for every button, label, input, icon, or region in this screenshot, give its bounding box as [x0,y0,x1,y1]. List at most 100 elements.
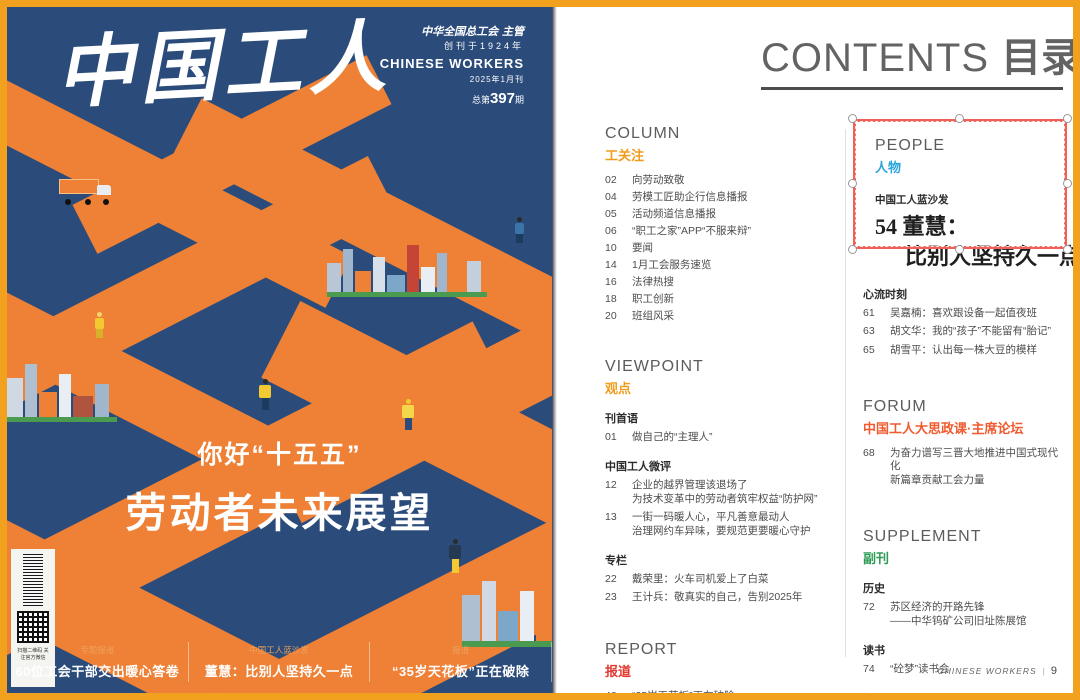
section-viewpoint: VIEWPOINT 观点 刊首语 01 做自己的“主理人” 中国工人微评 12 企业… [605,358,835,605]
contents-underline [761,87,1063,90]
selection-box[interactable] [848,114,1072,254]
section-forum: FORUM 中国工人大思政课·主席论坛 68 为奋力谱写三晋大地推进中国式现代化新… [863,398,1063,489]
section-title-en: COLUMN [605,125,681,142]
toc-entry: 65 胡雪平：认出每一株大豆的模样 [863,343,1037,356]
group-head: 刊首语 [605,413,638,426]
footer-separator: | [1042,666,1045,676]
cover-footer: 专题报道 60位工会干部交出暖心答卷 中国工人蓝沙发 董慧：比别人坚持久一点 报… [7,631,552,693]
worker-figure [95,312,104,338]
cover-teaser-title: “35岁天花板”正在破除 [391,664,530,679]
contents-header: CONTENTS 目录 [761,25,1073,90]
cover-teaser: 专题报道 60位工会干部交出暖心答卷 [7,644,188,680]
toc-entry: 72 苏区经济的开路先锋 ——中华钨矿公司旧址陈展馆 [863,601,1027,628]
section-title-zh: 中国工人大思政课·主席论坛 [863,420,1024,436]
section-title-zh: 副刊 [863,551,890,567]
qr-caption: 扫描二维码 关注官方微信 [17,648,49,661]
section-title-zh: 报道 [605,664,632,680]
cover-teaser: 报道 “35岁天花板”正在破除 [370,644,551,680]
courier-figure [259,379,271,410]
contents-page: CONTENTS 目录 COLUMN 工关注 02 向劳动致敬 04 劳模工匠助企行… [557,7,1073,693]
cover-teaser-tag: 报道 [452,645,470,655]
contents-title: CONTENTS 目录 [761,36,1073,80]
selection-handle[interactable] [1063,245,1072,254]
group-head: 读书 [863,644,885,657]
cover-headline-main: 劳动者未来展望 [125,490,434,536]
section-report: REPORT 报道 48“35岁天花板”正在破除 50辽宁大连：织就数智工会服务… [605,641,835,693]
group-head: 记录 [863,690,1063,694]
magazine-cover: 中国工人 中华全国总工会 主管 创刊于1924年 CHINESE WORKERS… [7,7,552,693]
magazine-spread: 中国工人 中华全国总工会 主管 创刊于1924年 CHINESE WORKERS… [7,7,1073,693]
toc-entry: 23 王计兵：敬真实的自己，告别2025年 [605,591,803,604]
section-people-group: 心流时刻 61 吴嘉楠：喜欢跟设备一起值夜班 63 胡文华：我的“孩子”不能留有“胎… [863,286,1063,358]
toc-entry: 12 企业的越界管理该退场了 为技术变革中的劳动者筑牢权益“防护网” [605,479,818,505]
delivery-truck [59,179,115,205]
english-title: CHINESE WORKERS [379,55,524,71]
teaser-divider [369,642,371,682]
issue-number: 总第397期 [471,89,524,107]
toc-entry: 02 向劳动致敬 [605,174,685,186]
toc-entry: 18 职工创新 [605,293,674,306]
publisher-line: 中华全国总工会 主管 [421,25,524,38]
section-title-zh: 人物 [875,160,902,175]
feature-title-line1: 54 董慧： [875,214,969,239]
group-head: 中国工人微评 [605,461,671,474]
selection-handle[interactable] [1063,114,1072,123]
publisher-info: 中华全国总工会 主管 创刊于1924年 CHINESE WORKERS 2025… [380,23,524,110]
barcode [23,554,43,606]
cover-teaser-tag: 中国工人蓝沙发 [249,645,309,655]
toc-entry: 16 法律热搜 [605,276,674,289]
toc-entry: 48“35岁天花板”正在破除 [605,690,835,693]
section-title-en: SUPPLEMENT [863,528,982,546]
footer-brand: CHINESE WORKERS [937,666,1037,676]
group-head: 专栏 [605,555,627,568]
toc-entry: 74 “砼梦”读书会 [863,662,950,675]
cover-teaser-title: 董慧：比别人坚持久一点 [204,664,354,679]
selection-handle[interactable] [955,245,964,254]
page-footer: CHINESE WORKERS | 9 [938,665,1057,677]
column-divider [845,129,846,657]
teaser-divider [187,642,189,682]
section-title-en: REPORT [605,641,678,659]
section-title-en: VIEWPOINT [605,358,704,376]
cover-teaser-title: 60位工会干部交出暖心答卷 [15,664,180,679]
toc-entry: 10 要闻 [605,242,653,255]
toc-left-column: COLUMN 工关注 02 向劳动致敬 04 劳模工匠助企行信息播报 05 活动频道信… [605,125,835,693]
qr-code [17,611,49,643]
section-title-zh: 观点 [605,381,632,397]
toc-entry: 05 活动频道信息播报 [605,208,716,221]
cover-teaser-tag: 专题报道 [80,645,115,655]
section-title-en: PEOPLE [875,137,946,154]
toc-entry: 14 1月工会服务速览 [605,259,712,272]
teaser-divider [551,642,552,682]
section-title-zh: 工关注 [605,148,645,163]
section-supplement: SUPPLEMENT 副刊 历史 72 苏区经济的开路先锋 ——中华钨矿公司旧址陈展… [863,528,1063,693]
selection-handle[interactable] [848,245,857,254]
selection-handle[interactable] [955,114,964,123]
toc-right-column: PEOPLE 人物 中国工人蓝沙发 54 董慧： 比别人坚持久一点 心流时刻 6… [863,125,1073,693]
footer-page-number: 9 [1050,665,1057,677]
selection-handle[interactable] [848,114,857,123]
city-cluster-left [7,352,117,422]
cover-headline: 你好“十五五” 劳动者未来展望 [7,435,552,539]
toc-entry: 22 戴荣里：火车司机爱上了白菜 [605,573,769,586]
toc-entry: 20 班组风采 [605,310,674,323]
toc-entry: 04 劳模工匠助企行信息播报 [605,191,748,204]
cover-illustration [7,7,552,693]
toc-entry: 61 吴嘉楠：喜欢跟设备一起值夜班 [863,307,1037,319]
magazine-masthead: 中国工人 [53,11,394,120]
toc-entry: 06 “职工之家”APP“不服来辩” [605,225,751,238]
worker-figure [449,539,461,573]
founded-line: 创刊于1924年 [443,41,524,52]
section-title-en: FORUM [863,397,927,415]
cover-teaser: 中国工人蓝沙发 董慧：比别人坚持久一点 [189,644,370,680]
group-head: 历史 [863,583,885,596]
page-gutter [552,7,557,693]
toc-entry: 01 做自己的“主理人” [605,431,713,444]
toc-entry: 13 一街一码暖人心，平凡善意最动人 治理网约车异味，要规范更要暖心守护 [605,511,811,538]
feature-tag: 中国工人蓝沙发 [875,194,949,206]
spine-panel: 扫描二维码 关注官方微信 [11,549,55,687]
selection-handle[interactable] [1063,179,1072,188]
section-people: PEOPLE 人物 中国工人蓝沙发 54 董慧： 比别人坚持久一点 [863,125,1073,270]
cover-headline-kicker: 你好“十五五” [197,441,362,469]
selection-handle[interactable] [848,179,857,188]
